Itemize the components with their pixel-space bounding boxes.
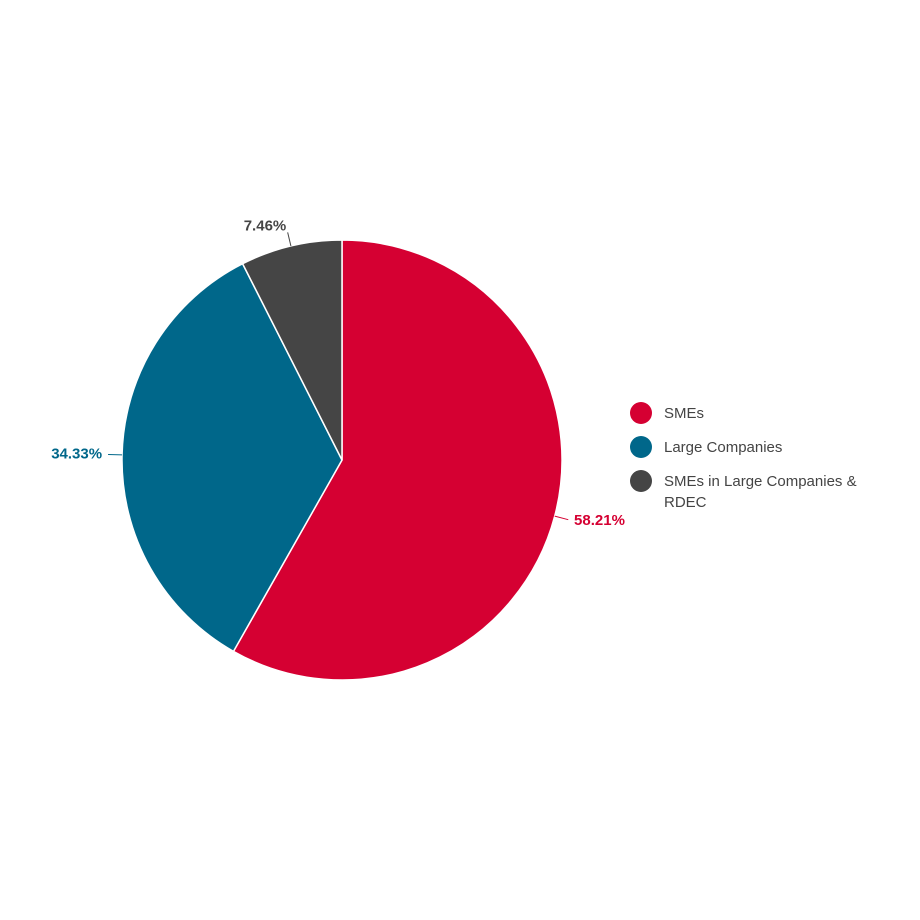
legend-marker xyxy=(630,402,652,424)
pie-slice xyxy=(241,239,343,461)
pie-slice xyxy=(121,262,343,653)
leader-line xyxy=(287,232,292,247)
legend-marker xyxy=(630,436,652,458)
legend: SMEs Large Companies SMEs in Large Compani… xyxy=(630,402,870,525)
value-label: 58.21% xyxy=(574,512,625,529)
value-label: 7.46% xyxy=(244,218,287,235)
legend-item: Large Companies xyxy=(630,436,870,458)
legend-label: SMEs in Large Companies & RDEC xyxy=(664,473,857,511)
legend-item: SMEs xyxy=(630,402,870,424)
value-label: 34.33% xyxy=(51,445,102,462)
legend-marker xyxy=(630,470,652,492)
legend-label: Large Companies xyxy=(664,439,783,456)
legend-item: SMEs in Large Companies & RDEC xyxy=(630,470,870,513)
legend-label: SMEs xyxy=(664,405,705,422)
leader-line xyxy=(554,515,569,521)
